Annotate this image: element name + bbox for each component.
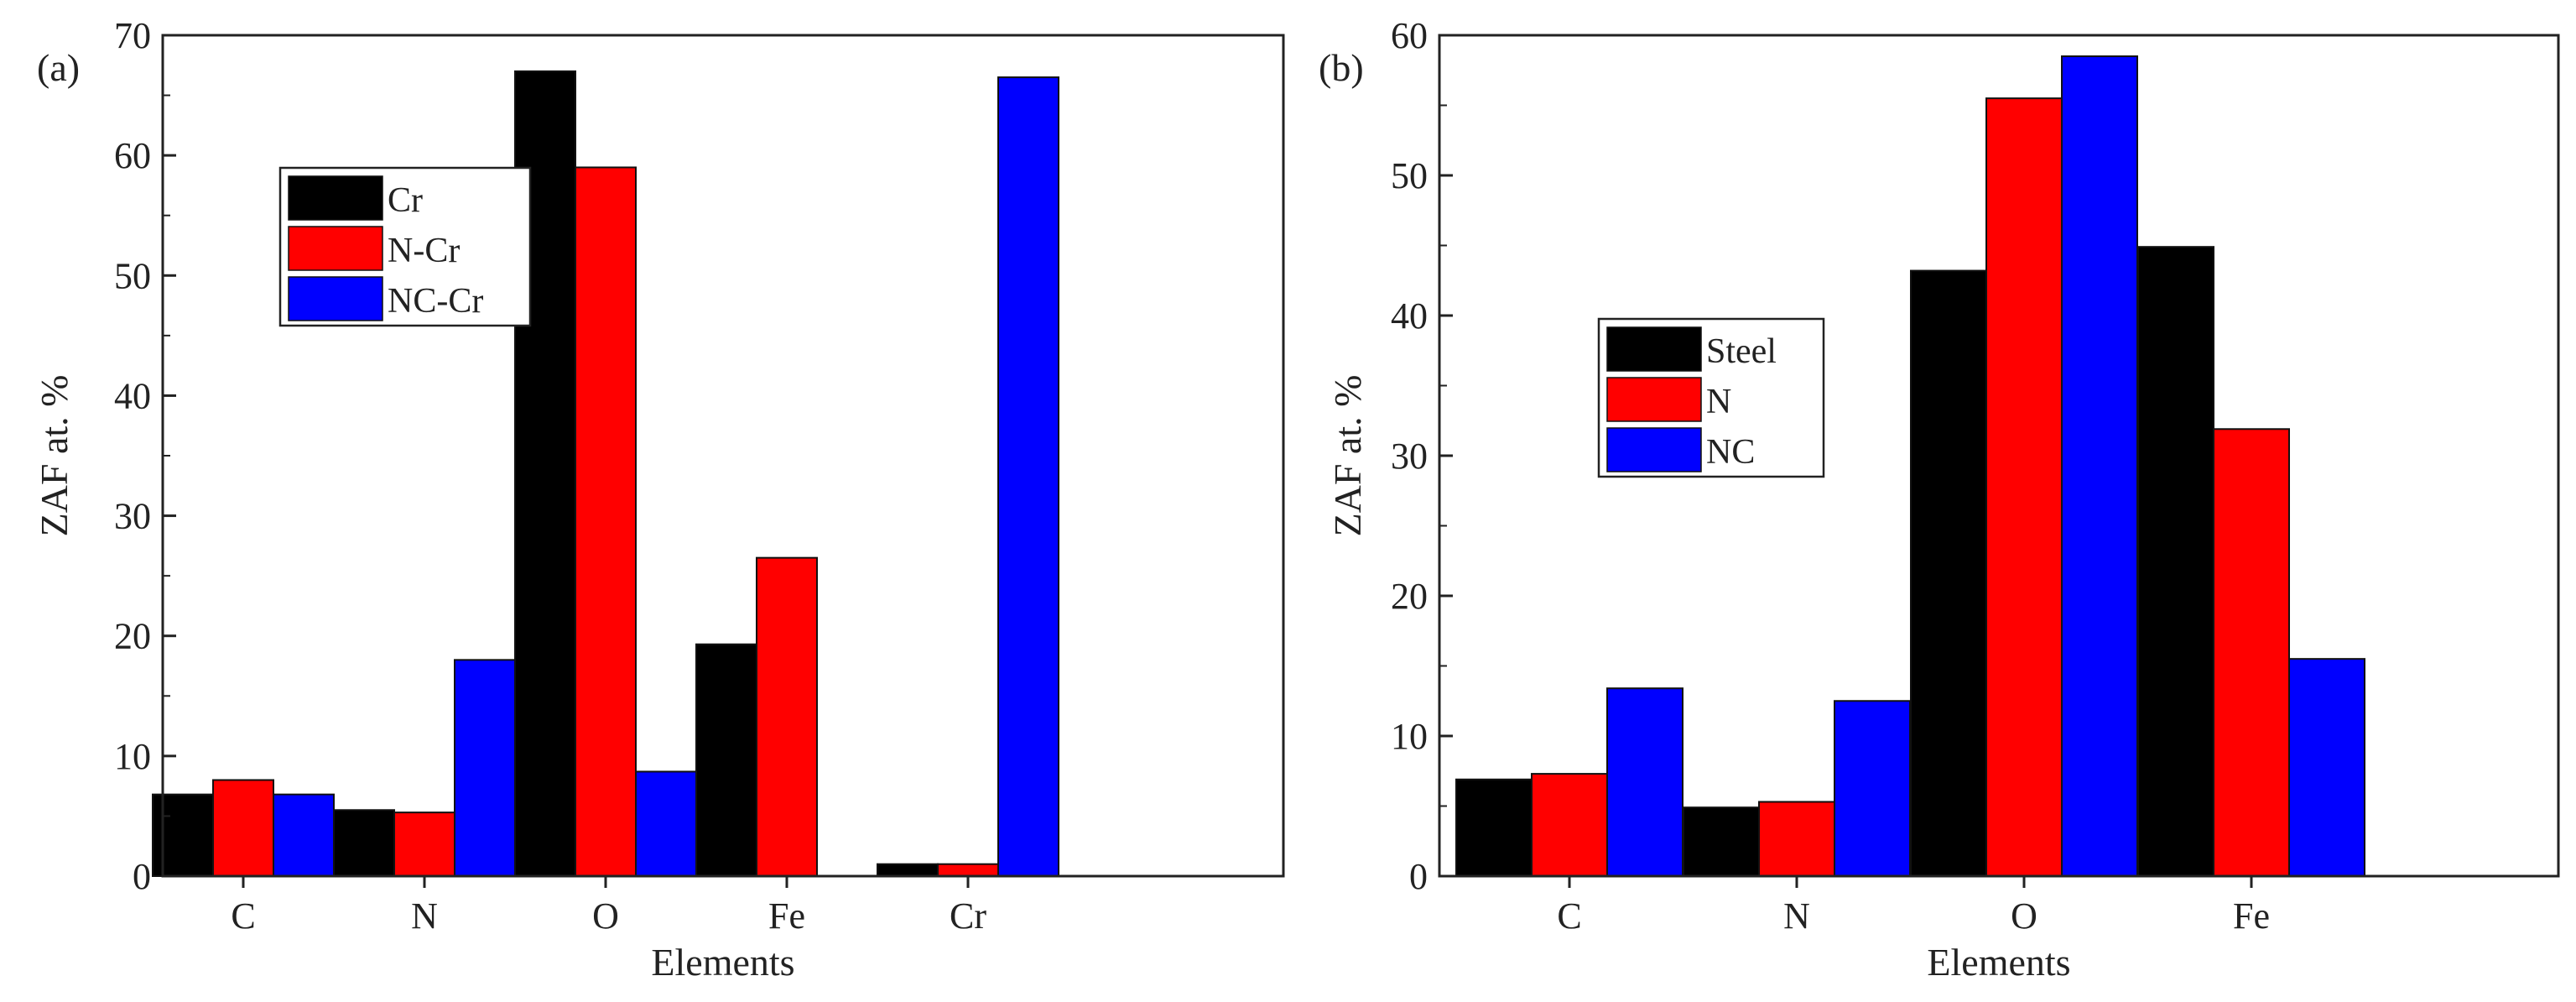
bar-nc-cr-c <box>273 793 335 877</box>
bar-steel-c <box>1455 778 1533 878</box>
y-tick-label: 30 <box>114 496 151 537</box>
bar-n-cr-c <box>212 779 274 877</box>
x-tick-label: Cr <box>950 895 986 937</box>
legend-label-steel: Steel <box>1706 332 1777 371</box>
bar-n-n <box>1758 801 1835 877</box>
y-tick-label: 40 <box>1391 295 1428 337</box>
x-tick-label: Fe <box>768 895 805 937</box>
y-tick-label: 30 <box>1391 436 1428 477</box>
legend-label-cr: Cr <box>388 181 423 220</box>
legend-label-n: N <box>1706 383 1731 421</box>
x-axis-title: Elements <box>651 941 794 984</box>
bar-nc-o <box>2061 55 2138 878</box>
bar-cr-n <box>333 809 395 877</box>
bar-n-cr-fe <box>756 556 818 878</box>
y-tick-label: 70 <box>114 15 151 56</box>
panel-b-chart: 0 10 20 30 40 50 60 C N O Fe Elements ZAF at. % (b) St… <box>1319 15 2560 984</box>
x-tick-label: Fe <box>2233 895 2270 937</box>
legend-swatch-cr <box>288 175 383 221</box>
bar-steel-fe <box>2137 246 2214 878</box>
y-tick-label: 0 <box>1409 856 1428 897</box>
y-axis-title: ZAF at. % <box>33 375 75 537</box>
y-tick-label: 50 <box>114 255 151 296</box>
x-tick-label: N <box>1783 895 1810 937</box>
bar-nc-fe <box>2288 658 2365 878</box>
panel-a-chart: 0 10 20 30 40 50 60 70 C N O Fe Cr Elements ZAF at. % (… <box>33 15 1285 984</box>
x-tick-label: O <box>2011 895 2037 937</box>
bar-nc-c <box>1606 687 1684 877</box>
x-tick-label: O <box>592 895 619 937</box>
bar-nc-cr-o <box>635 770 697 877</box>
bar-n-cr-n <box>393 812 455 877</box>
y-tick-label: 0 <box>133 856 151 897</box>
panel-label: (b) <box>1319 46 1364 89</box>
y-tick-label: 60 <box>114 135 151 176</box>
bar-cr-fe <box>695 643 757 878</box>
bar-n-cr-cr <box>937 863 999 877</box>
legend-swatch-n <box>1606 377 1702 422</box>
y-tick-label: 20 <box>1391 576 1428 617</box>
y-tick-label: 40 <box>114 375 151 416</box>
bar-cr-cr <box>877 863 939 877</box>
legend-label-nc-cr: NC-Cr <box>388 282 483 321</box>
x-axis-title: Elements <box>1927 941 2070 984</box>
y-axis-title: ZAF at. % <box>1326 375 1369 537</box>
legend-swatch-steel <box>1606 326 1702 372</box>
bar-n-cr-o <box>575 166 637 877</box>
bar-nc-cr-cr <box>997 76 1059 878</box>
legend-swatch-nc-cr <box>288 276 383 321</box>
y-tick-label: 10 <box>114 736 151 777</box>
bar-nc-cr-n <box>454 659 516 877</box>
bar-steel-o <box>1910 269 1987 877</box>
legend-swatch-n-cr <box>288 226 383 271</box>
y-tick-label: 20 <box>114 616 151 657</box>
legend-swatch-nc <box>1606 427 1702 472</box>
bar-n-o <box>1985 97 2063 877</box>
legend: Steel N NC <box>1597 317 1825 478</box>
x-tick-label: C <box>1557 895 1581 937</box>
bar-steel-n <box>1683 806 1760 877</box>
y-tick-label: 50 <box>1391 155 1428 196</box>
bar-nc-n <box>1834 700 1911 877</box>
x-tick-label: N <box>411 895 438 937</box>
panel-label: (a) <box>37 46 80 89</box>
bar-n-c <box>1531 773 1608 878</box>
legend: Cr N-Cr NC-Cr <box>278 166 532 327</box>
x-tick-label: C <box>231 895 255 937</box>
legend-label-nc: NC <box>1706 433 1755 472</box>
bar-n-fe <box>2213 428 2290 877</box>
legend-label-n-cr: N-Cr <box>388 232 460 270</box>
y-tick-label: 10 <box>1391 716 1428 757</box>
y-tick-label: 60 <box>1391 15 1428 56</box>
